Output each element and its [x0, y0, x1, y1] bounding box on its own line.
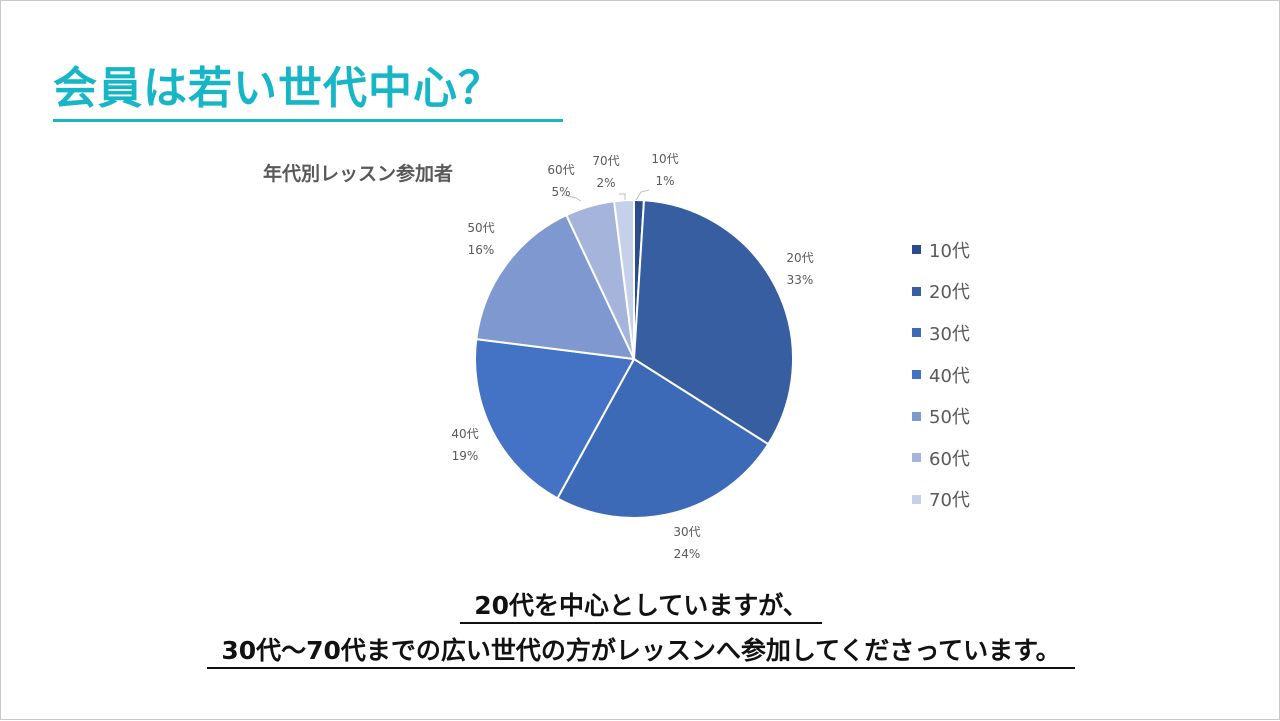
legend-item-50s: 50代: [912, 395, 970, 437]
legend-swatch: [912, 453, 921, 463]
data-label-40s: 40代 19%: [451, 427, 479, 463]
pie-slice-50代: [475, 213, 636, 361]
pie-slice-30代: [556, 357, 770, 519]
data-label-70s: 70代 2%: [592, 154, 620, 190]
leader-lines: [563, 189, 650, 202]
data-label-30s: 30代 24%: [673, 525, 701, 561]
legend-item-10s: 10代: [912, 229, 970, 271]
data-label-60s: 60代 5%: [547, 163, 575, 199]
legend-swatch: [912, 245, 921, 255]
caption-line-1: 20代を中心としていますが、: [1, 586, 1280, 624]
pie-slices: [474, 198, 794, 519]
chart-title: 年代別レッスン参加者: [263, 163, 454, 185]
legend-swatch: [912, 286, 921, 296]
chart-legend: 10代 20代 30代 40代 50代 60代 70代: [912, 229, 970, 520]
legend-swatch: [912, 328, 921, 338]
legend-item-20s: 20代: [912, 271, 970, 313]
pie-slice-70代: [612, 198, 635, 360]
legend-item-30s: 30代: [912, 312, 970, 354]
legend-swatch: [912, 370, 921, 380]
pie-slice-40代: [474, 337, 636, 500]
data-label-20s: 20代 33%: [786, 251, 814, 287]
legend-item-70s: 70代: [912, 479, 970, 521]
data-label-10s: 10代 1%: [651, 152, 679, 188]
legend-swatch: [912, 411, 921, 421]
legend-item-40s: 40代: [912, 354, 970, 396]
caption-line-2: 30代〜70代までの広い世代の方がレッスンへ参加してくださっています。: [1, 631, 1280, 669]
legend-item-60s: 60代: [912, 437, 970, 479]
legend-swatch: [912, 494, 921, 504]
slide-title: 会員は若い世代中心？: [53, 63, 503, 114]
data-label-50s: 50代 16%: [467, 221, 495, 257]
title-underline: [53, 119, 563, 122]
